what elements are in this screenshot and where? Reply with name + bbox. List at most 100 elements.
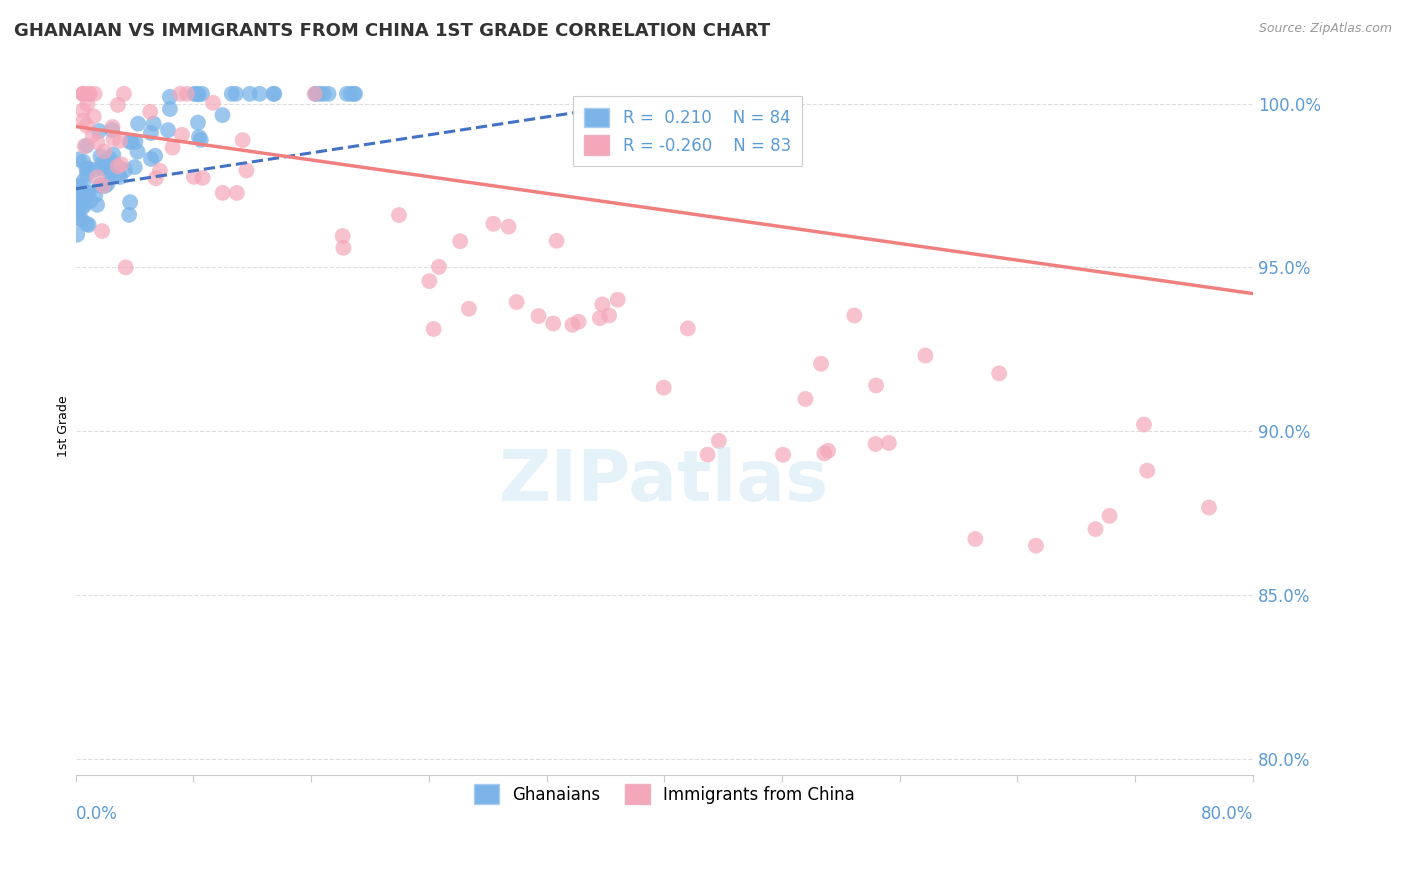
Point bbox=[696, 448, 718, 462]
Point bbox=[817, 443, 839, 458]
Point bbox=[183, 169, 205, 184]
Point bbox=[810, 357, 832, 371]
Point bbox=[159, 90, 181, 104]
Point bbox=[73, 198, 96, 212]
Point bbox=[114, 163, 136, 178]
Point bbox=[336, 87, 359, 101]
Point bbox=[1025, 539, 1047, 553]
Point bbox=[183, 87, 205, 101]
Point bbox=[606, 293, 628, 307]
Point bbox=[127, 117, 149, 131]
Point bbox=[187, 115, 209, 129]
Point bbox=[772, 448, 794, 462]
Point bbox=[156, 123, 179, 137]
Point bbox=[865, 437, 887, 451]
Point bbox=[263, 87, 285, 101]
Point bbox=[142, 117, 165, 131]
Point bbox=[72, 87, 94, 101]
Point bbox=[110, 157, 132, 171]
Point bbox=[75, 138, 97, 153]
Point bbox=[72, 103, 94, 118]
Point bbox=[305, 87, 328, 101]
Point bbox=[91, 178, 114, 193]
Point bbox=[235, 163, 257, 178]
Point bbox=[98, 152, 121, 166]
Point bbox=[707, 434, 730, 448]
Text: 80.0%: 80.0% bbox=[1201, 805, 1253, 823]
Point bbox=[77, 218, 100, 232]
Point bbox=[103, 132, 125, 146]
Text: ZIPatlas: ZIPatlas bbox=[499, 448, 830, 516]
Text: Source: ZipAtlas.com: Source: ZipAtlas.com bbox=[1258, 22, 1392, 36]
Point bbox=[124, 160, 146, 174]
Point bbox=[813, 446, 835, 460]
Point bbox=[66, 198, 89, 212]
Point bbox=[139, 126, 162, 140]
Point bbox=[76, 186, 98, 200]
Point bbox=[101, 120, 124, 134]
Point bbox=[66, 179, 89, 194]
Point bbox=[83, 162, 105, 177]
Point bbox=[66, 206, 89, 220]
Point bbox=[103, 156, 125, 170]
Point bbox=[176, 87, 198, 101]
Point bbox=[96, 156, 118, 170]
Point bbox=[546, 234, 568, 248]
Point bbox=[77, 161, 100, 176]
Point bbox=[124, 135, 146, 149]
Legend: Ghanaians, Immigrants from China: Ghanaians, Immigrants from China bbox=[461, 772, 866, 815]
Point bbox=[86, 198, 108, 212]
Point bbox=[482, 217, 505, 231]
Point bbox=[225, 186, 247, 200]
Point bbox=[97, 161, 120, 175]
Y-axis label: 1st Grade: 1st Grade bbox=[58, 395, 70, 457]
Point bbox=[139, 104, 162, 119]
Point bbox=[343, 87, 366, 101]
Point bbox=[312, 87, 335, 101]
Point bbox=[211, 186, 233, 200]
Point bbox=[589, 311, 612, 326]
Point bbox=[458, 301, 481, 316]
Point bbox=[332, 241, 354, 255]
Point bbox=[72, 87, 94, 101]
Point bbox=[93, 145, 115, 159]
Point bbox=[77, 87, 100, 101]
Point bbox=[794, 392, 817, 406]
Point bbox=[67, 153, 90, 167]
Point bbox=[505, 295, 527, 310]
Point bbox=[188, 130, 211, 145]
Point bbox=[83, 109, 105, 123]
Point bbox=[591, 297, 613, 311]
Point bbox=[66, 191, 89, 205]
Point bbox=[190, 133, 212, 147]
Point bbox=[339, 87, 361, 101]
Point bbox=[79, 194, 101, 208]
Point bbox=[186, 87, 208, 101]
Point bbox=[865, 378, 887, 392]
Point bbox=[108, 134, 131, 148]
Point bbox=[91, 224, 114, 238]
Point bbox=[1084, 522, 1107, 536]
Point bbox=[87, 124, 110, 138]
Point bbox=[73, 139, 96, 153]
Point bbox=[187, 87, 209, 102]
Point bbox=[211, 108, 233, 122]
Point bbox=[86, 136, 108, 150]
Point bbox=[169, 87, 191, 101]
Point bbox=[305, 87, 328, 101]
Point bbox=[676, 321, 699, 335]
Point bbox=[262, 87, 284, 101]
Point bbox=[66, 227, 89, 242]
Point bbox=[1136, 464, 1159, 478]
Point bbox=[170, 128, 193, 142]
Point bbox=[202, 95, 225, 110]
Point bbox=[191, 170, 214, 185]
Point bbox=[249, 87, 271, 101]
Point bbox=[69, 178, 91, 193]
Point bbox=[914, 349, 936, 363]
Point bbox=[79, 87, 101, 101]
Point bbox=[114, 260, 136, 275]
Point bbox=[527, 309, 550, 323]
Point bbox=[388, 208, 411, 222]
Point bbox=[965, 532, 987, 546]
